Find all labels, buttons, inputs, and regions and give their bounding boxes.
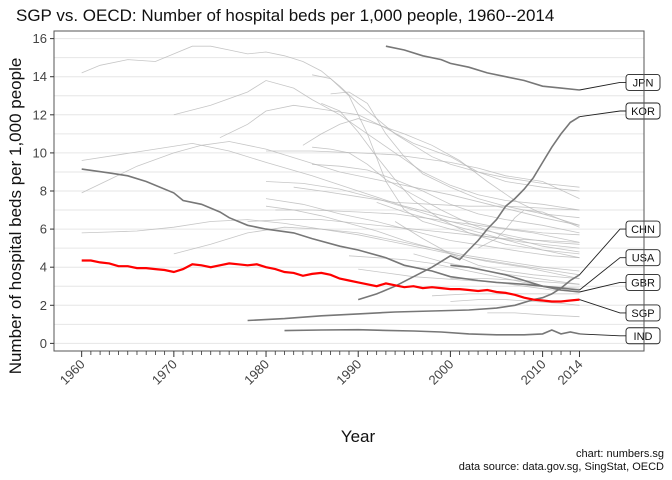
x-tick-label: 1970 [149, 357, 180, 388]
y-tick-label: 6 [40, 222, 47, 237]
background-line [219, 104, 580, 192]
background-line [394, 221, 580, 279]
series-line-gbr [450, 264, 580, 293]
series-label-chn: CHN [631, 224, 655, 236]
y-tick-label: 12 [33, 107, 47, 122]
label-box-usa [625, 249, 661, 267]
x-tick-label: 1960 [57, 357, 88, 388]
background-line [477, 209, 580, 249]
background-line [431, 293, 580, 297]
y-tick-label: 14 [33, 69, 47, 84]
y-tick-label: 0 [40, 336, 47, 351]
background-line [173, 226, 580, 272]
label-leader-sgp [579, 299, 626, 314]
background-line [321, 103, 580, 255]
background-line [265, 198, 580, 259]
background-line [330, 91, 580, 219]
y-tick-label: 4 [40, 260, 47, 275]
background-line [487, 312, 580, 318]
series-label-sgp: SGP [631, 308, 654, 320]
chart-title: SGP vs. OECD: Number of hospital beds pe… [16, 6, 554, 25]
y-tick-label: 16 [33, 31, 47, 46]
x-tick-label: 2014 [555, 357, 586, 388]
x-tick-label: 1980 [241, 357, 272, 388]
y-tick-label: 10 [33, 145, 47, 160]
series-label-gbr: GBR [631, 277, 655, 289]
background-line [81, 142, 580, 236]
series-line-ind [284, 328, 580, 336]
background-line [302, 118, 580, 226]
background-line [265, 205, 580, 279]
x-axis-title: Year [341, 427, 376, 446]
background-line [266, 150, 580, 199]
series-line-sgp [81, 259, 580, 303]
caption-line: data source: data.gov.sg, SingStat, OECD [459, 461, 664, 473]
label-leader-gbr [579, 281, 626, 293]
y-tick-label: 2 [40, 298, 47, 313]
background-line [247, 219, 580, 243]
x-tick-label: 2000 [425, 357, 456, 388]
label-box-chn [625, 220, 661, 238]
series-line-kor [357, 116, 580, 301]
background-line [275, 209, 580, 243]
series-label-ind: IND [634, 331, 653, 343]
label-leader-jpn [579, 81, 626, 91]
label-box-gbr [625, 273, 661, 291]
background-line [81, 141, 580, 226]
label-leader-chn [579, 228, 626, 276]
label-leader-ind [579, 333, 626, 337]
highlighted-series [81, 45, 580, 336]
series-label-kor: KOR [631, 106, 655, 118]
label-box-sgp [625, 304, 661, 322]
background-line [376, 202, 580, 259]
background-line [293, 186, 580, 211]
background-line [450, 299, 580, 306]
y-tick-label: 8 [40, 184, 47, 199]
label-box-jpn [625, 73, 661, 91]
series-label-jpn: JPN [633, 77, 654, 89]
label-box-ind [625, 327, 661, 345]
y-axis-title: Number of hospital beds per 1,000 people [6, 58, 25, 375]
label-leader-kor [579, 110, 626, 118]
x-tick-label: 2010 [518, 357, 549, 388]
background-line [312, 146, 580, 253]
caption-line: chart: numbers.sg [576, 448, 664, 460]
series-labels: JPN KOR CHN USA GBR SGP IND [579, 73, 661, 345]
background-line [81, 45, 580, 188]
label-leader-usa [579, 257, 626, 291]
x-tick-label: 1990 [333, 357, 364, 388]
grid [54, 38, 644, 344]
background-line [312, 163, 580, 234]
series-line-usa [81, 168, 580, 291]
series-label-usa: USA [632, 253, 655, 265]
background-line [358, 268, 580, 293]
series-line-jpn [385, 45, 580, 91]
x-axis: 1960 1970 1980 1990 2000 2010 2014 [57, 351, 586, 388]
y-axis: 0 2 4 6 8 10 12 14 16 [33, 31, 54, 351]
label-box-kor [625, 102, 661, 120]
background-series [81, 45, 580, 318]
